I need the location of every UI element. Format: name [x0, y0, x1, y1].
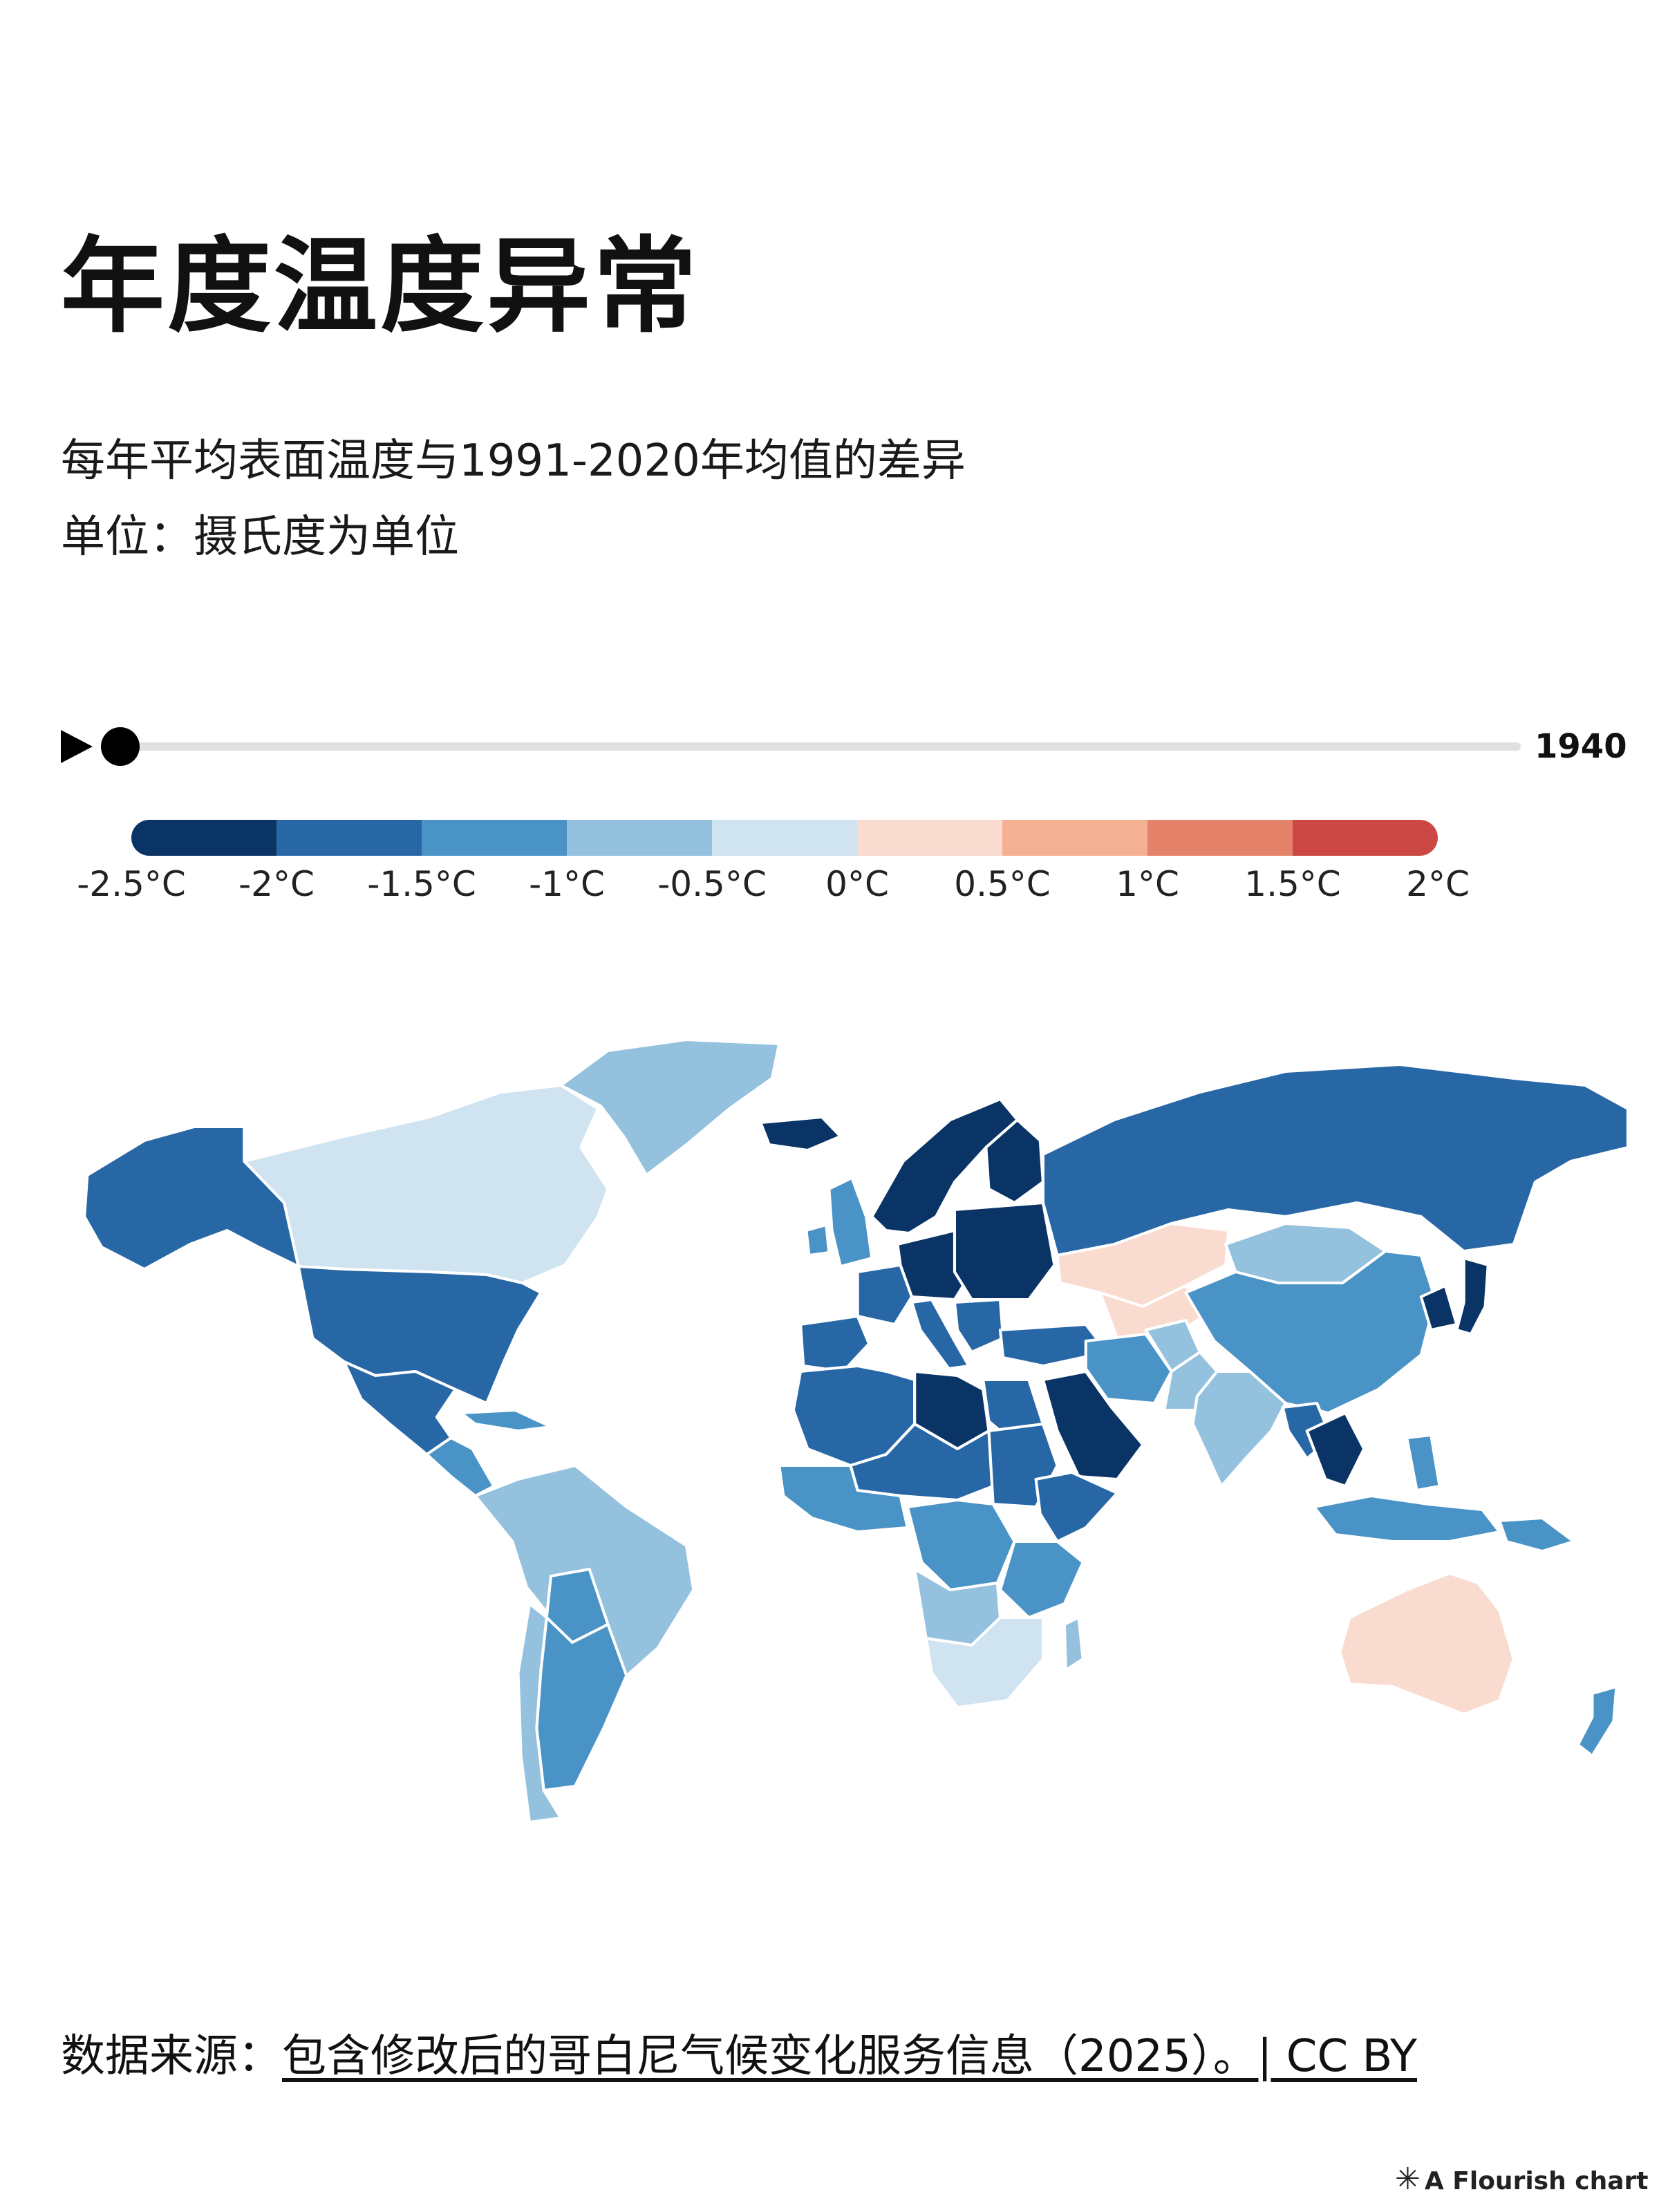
region-eastern-europe[interactable]: [953, 1201, 1056, 1301]
timeline-track[interactable]: [118, 742, 1521, 751]
credit-text: A Flourish chart: [1424, 2167, 1649, 2195]
legend-tick-label: -0.5°C: [657, 864, 767, 904]
legend-tick-label: 1°C: [1116, 864, 1179, 904]
region-southern-africa[interactable]: [924, 1616, 1044, 1709]
flourish-credit[interactable]: ✳ A Flourish chart: [1395, 2164, 1648, 2197]
region-india[interactable]: [1191, 1370, 1287, 1488]
legend-tick-label: 1.5°C: [1244, 864, 1341, 904]
region-united-kingdom[interactable]: [827, 1177, 874, 1268]
region-iberia[interactable]: [799, 1315, 871, 1373]
source-prefix: 数据来源：: [61, 2031, 282, 2082]
region-alaska[interactable]: [83, 1125, 300, 1271]
region-turkey[interactable]: [998, 1323, 1109, 1367]
region-horn-of-africa[interactable]: [1034, 1471, 1119, 1543]
legend-tick-label: -2°C: [238, 864, 315, 904]
region-new-zealand[interactable]: [1576, 1685, 1618, 1757]
region-papua-new-guinea[interactable]: [1498, 1517, 1575, 1553]
region-mexico[interactable]: [342, 1360, 457, 1456]
legend-tick-label: -1.5°C: [367, 864, 476, 904]
legend-swatch-1: [276, 820, 422, 856]
chart-title: 年度温度异常: [61, 227, 700, 347]
play-button[interactable]: [58, 726, 97, 767]
region-central-america[interactable]: [425, 1436, 496, 1497]
region-japan[interactable]: [1455, 1257, 1490, 1335]
region-madagascar[interactable]: [1062, 1616, 1085, 1671]
timeline-year-label: 1940: [1535, 727, 1627, 766]
region-greenland[interactable]: [559, 1038, 781, 1177]
region-ireland[interactable]: [805, 1224, 831, 1257]
region-iran[interactable]: [1084, 1333, 1173, 1405]
region-west-africa[interactable]: [778, 1464, 909, 1533]
legend-swatch-4: [712, 820, 857, 856]
color-legend-bar: [131, 820, 1438, 856]
legend-tick-label: -1°C: [529, 864, 605, 904]
region-indonesia[interactable]: [1312, 1494, 1501, 1543]
legend-tick-label: 0.5°C: [954, 864, 1051, 904]
legend-tick-label: -2.5°C: [77, 864, 186, 904]
region-canada[interactable]: [243, 1084, 610, 1284]
region-central-africa[interactable]: [906, 1499, 1016, 1591]
legend-tick-label: 0°C: [825, 864, 889, 904]
asterisk-icon: ✳: [1395, 2162, 1421, 2197]
source-note: 数据来源：包含修改后的哥白尼气候变化服务信息（2025）。| CC BY: [61, 2025, 1417, 2088]
chart-subtitle: 每年平均表面温度与1991-2020年均值的差异 单位：摄氏度为单位: [61, 423, 966, 575]
legend-swatch-7: [1147, 820, 1293, 856]
legend-tick-label: 2°C: [1406, 864, 1470, 904]
region-arabian-peninsula[interactable]: [1041, 1370, 1145, 1481]
color-legend-labels: -2.5°C -2°C -1.5°C -1°C -0.5°C 0°C 0.5°C 1°C 1.5…: [0, 860, 1659, 915]
region-caribbean[interactable]: [459, 1409, 553, 1432]
subtitle-line-1: 每年平均表面温度与1991-2020年均值的差异: [61, 435, 966, 487]
source-link[interactable]: 包含修改后的哥白尼气候变化服务信息（2025）。| CC BY: [282, 2031, 1417, 2082]
play-icon: [61, 730, 93, 763]
legend-swatch-5: [857, 820, 1002, 856]
world-map: [83, 1038, 1628, 1824]
legend-swatch-0: [131, 820, 276, 856]
legend-swatch-2: [422, 820, 567, 856]
region-indochina[interactable]: [1305, 1412, 1366, 1488]
legend-swatch-8: [1293, 820, 1438, 856]
region-east-africa[interactable]: [998, 1540, 1085, 1619]
timeline-handle[interactable]: [101, 727, 140, 766]
region-iceland[interactable]: [759, 1116, 842, 1152]
region-egypt[interactable]: [982, 1378, 1044, 1432]
region-chile[interactable]: [516, 1602, 563, 1824]
region-balkans[interactable]: [953, 1298, 1005, 1353]
legend-swatch-3: [567, 820, 712, 856]
region-philippines[interactable]: [1405, 1434, 1441, 1492]
region-australia[interactable]: [1338, 1572, 1515, 1716]
region-italy[interactable]: [910, 1298, 971, 1370]
region-argentina[interactable]: [535, 1616, 628, 1792]
subtitle-line-2: 单位：摄氏度为单位: [61, 512, 459, 563]
region-france[interactable]: [856, 1264, 914, 1326]
legend-swatch-6: [1002, 820, 1147, 856]
